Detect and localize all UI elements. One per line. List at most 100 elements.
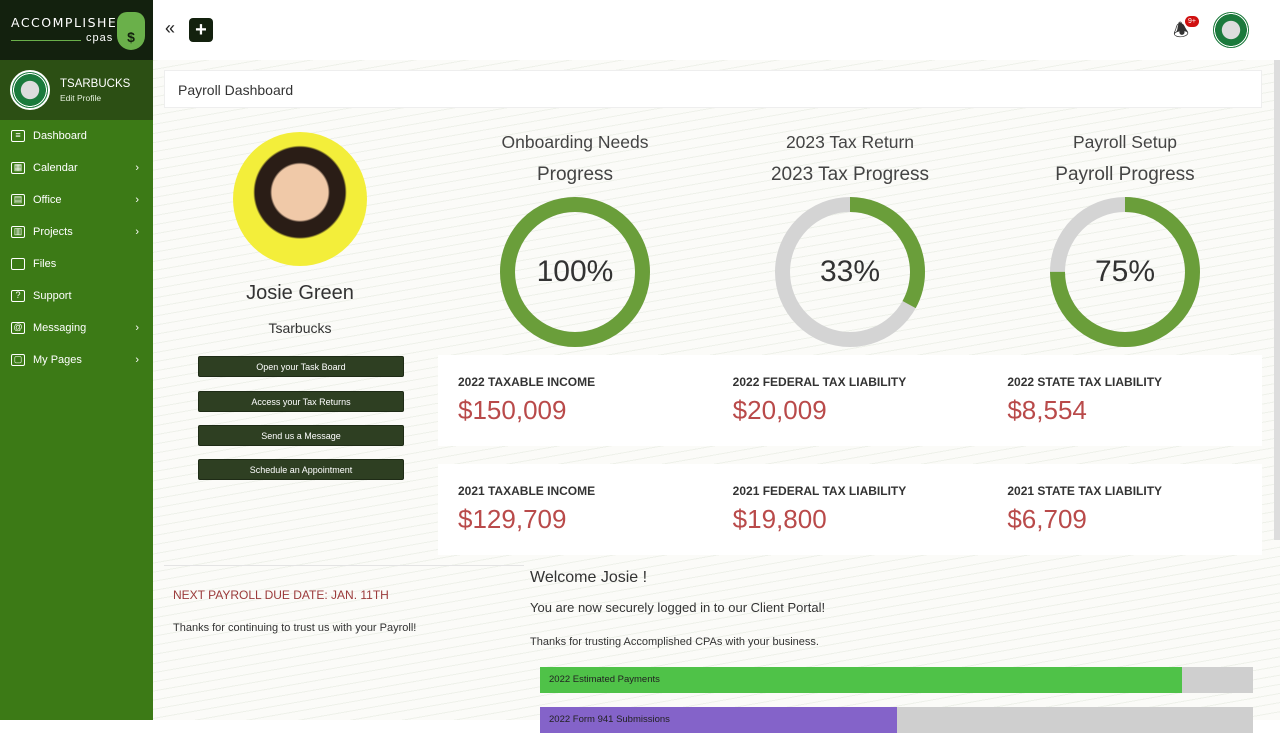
open-task-board-button[interactable]: Open your Task Board xyxy=(198,356,404,377)
progress-widget: 2023 Tax Return 2023 Tax Progress 33% xyxy=(720,132,980,348)
pages-icon: ▢ xyxy=(11,354,25,366)
add-button[interactable]: + xyxy=(189,18,213,42)
sidebar-item-my-pages[interactable]: ▢ My Pages › xyxy=(0,344,153,376)
chevron-right-icon: › xyxy=(135,226,139,238)
progress-donut: 100% xyxy=(499,196,651,348)
user-name: TSARBUCKS xyxy=(60,78,131,90)
stat-label: 2022 TAXABLE INCOME xyxy=(458,375,596,389)
edit-profile-link[interactable]: Edit Profile xyxy=(60,93,102,103)
brand-name: ACCOMPLISHED xyxy=(11,15,129,30)
welcome-thanks-text: Thanks for trusting Accomplished CPAs wi… xyxy=(530,636,819,648)
brand-logo[interactable]: ACCOMPLISHED cpas $ xyxy=(0,0,153,60)
at-icon: @ xyxy=(11,322,25,334)
sidebar-item-label: Files xyxy=(33,258,57,270)
progress-title: 2023 Tax Return xyxy=(785,132,915,152)
sidebar-item-projects[interactable]: ▥ Projects › xyxy=(0,216,153,248)
schedule-appointment-button[interactable]: Schedule an Appointment xyxy=(198,459,404,480)
sidebar-item-messaging[interactable]: @ Messaging › xyxy=(0,312,153,344)
top-bar: « + 🕭 9+ xyxy=(153,0,1280,60)
chevron-right-icon: › xyxy=(135,162,139,174)
bell-icon[interactable]: 🕭 xyxy=(1173,20,1190,40)
form-941-bar: 2022 Form 941 Submissions xyxy=(540,707,1253,733)
logo-line xyxy=(11,40,81,41)
sidebar-item-dashboard[interactable]: ≡ Dashboard xyxy=(0,120,153,152)
sidebar-item-calendar[interactable]: ▦ Calendar › xyxy=(0,152,153,184)
client-company: Tsarbucks xyxy=(268,320,332,336)
chevron-right-icon: › xyxy=(135,354,139,366)
stat-label: 2021 STATE TAX LIABILITY xyxy=(1007,484,1163,498)
progress-donut: 75% xyxy=(1049,196,1201,348)
access-tax-returns-button[interactable]: Access your Tax Returns xyxy=(198,391,404,412)
progress-widget: Payroll Setup Payroll Progress 75% xyxy=(995,132,1255,348)
donut-svg xyxy=(1050,197,1200,347)
sidebar-item-label: My Pages xyxy=(33,354,82,366)
donut-fill xyxy=(775,197,925,347)
sidebar-item-label: Calendar xyxy=(33,162,78,174)
stat-value: $129,709 xyxy=(458,504,567,534)
donut-svg xyxy=(775,197,925,347)
progress-title: Onboarding Needs xyxy=(501,132,649,152)
divider xyxy=(164,565,524,566)
stat-card: 2021 STATE TAX LIABILITY $6,709 xyxy=(987,464,1262,555)
scrollbar[interactable] xyxy=(1274,60,1280,540)
stat-value: $6,709 xyxy=(1007,504,1087,534)
stat-value: $8,554 xyxy=(1007,395,1087,425)
notification-badge: 9+ xyxy=(1185,16,1199,27)
client-photo xyxy=(233,132,367,266)
progress-donut: 33% xyxy=(774,196,926,348)
bar-label: 2022 Estimated Payments xyxy=(549,674,660,685)
stat-card: 2021 FEDERAL TAX LIABILITY $19,800 xyxy=(713,464,988,555)
client-name: Josie Green xyxy=(246,282,354,304)
payroll-thanks: Thanks for continuing to trust us with y… xyxy=(173,622,417,634)
chevron-right-icon: › xyxy=(135,322,139,334)
progress-widget: Onboarding Needs Progress 100% xyxy=(445,132,705,348)
projects-icon: ▥ xyxy=(11,226,25,238)
sidebar-item-label: Messaging xyxy=(33,322,87,334)
avatar xyxy=(10,70,50,110)
stat-card: 2022 TAXABLE INCOME $150,009 xyxy=(438,355,713,446)
stats-row-2021: 2021 TAXABLE INCOME $129,709 2021 FEDERAL… xyxy=(438,464,1262,555)
welcome-heading: Welcome Josie ! xyxy=(530,569,648,586)
page-title: Payroll Dashboard xyxy=(164,70,1262,108)
progress-subtitle: Progress xyxy=(536,164,614,185)
user-avatar[interactable] xyxy=(1211,10,1251,50)
progress-title: Payroll Setup xyxy=(1072,132,1178,152)
sidebar-item-support[interactable]: ? Support xyxy=(0,280,153,312)
stat-card: 2022 STATE TAX LIABILITY $8,554 xyxy=(987,355,1262,446)
collapse-sidebar-icon[interactable]: « xyxy=(165,18,176,38)
progress-percent: 33% xyxy=(819,255,881,288)
folder-icon xyxy=(11,258,25,270)
user-profile[interactable]: TSARBUCKS Edit Profile xyxy=(0,60,153,120)
support-icon: ? xyxy=(11,290,25,302)
stat-card: 2022 FEDERAL TAX LIABILITY $20,009 xyxy=(713,355,988,446)
donut-fill xyxy=(500,197,650,347)
stat-label: 2021 FEDERAL TAX LIABILITY xyxy=(732,484,907,498)
progress-percent: 75% xyxy=(1094,255,1156,288)
sidebar-item-label: Dashboard xyxy=(33,130,87,142)
hand-money-icon: $ xyxy=(117,12,145,50)
stats-row-2022: 2022 TAXABLE INCOME $150,009 2022 FEDERAL… xyxy=(438,355,1262,446)
sidebar-item-office[interactable]: ▤ Office › xyxy=(0,184,153,216)
welcome-secure-text: You are now securely logged in to our Cl… xyxy=(530,600,826,615)
send-message-button[interactable]: Send us a Message xyxy=(198,425,404,446)
progress-fill: 2022 Estimated Payments xyxy=(540,667,1182,693)
calendar-icon: ▦ xyxy=(11,162,25,174)
stat-value: $19,800 xyxy=(732,504,827,534)
stat-label: 2021 TAXABLE INCOME xyxy=(458,484,596,498)
progress-subtitle: 2023 Tax Progress xyxy=(770,164,930,185)
progress-percent: 100% xyxy=(536,255,614,288)
sidebar-item-label: Projects xyxy=(33,226,73,238)
estimated-payments-bar: 2022 Estimated Payments xyxy=(540,667,1253,693)
donut-fill xyxy=(1050,197,1200,347)
menu-icon: ≡ xyxy=(11,130,25,142)
main-content: Payroll Dashboard Josie Green Tsarbucks … xyxy=(153,60,1280,733)
donut-svg xyxy=(500,197,650,347)
stat-value: $150,009 xyxy=(458,395,567,425)
office-icon: ▤ xyxy=(11,194,25,206)
stat-value: $20,009 xyxy=(732,395,827,425)
stat-label: 2022 FEDERAL TAX LIABILITY xyxy=(732,375,907,389)
sidebar-item-label: Office xyxy=(33,194,62,206)
sidebar-item-files[interactable]: Files xyxy=(0,248,153,280)
stat-card: 2021 TAXABLE INCOME $129,709 xyxy=(438,464,713,555)
sidebar-nav: ≡ Dashboard ▦ Calendar › ▤ Office › ▥ Projects › Fi… xyxy=(0,120,153,376)
